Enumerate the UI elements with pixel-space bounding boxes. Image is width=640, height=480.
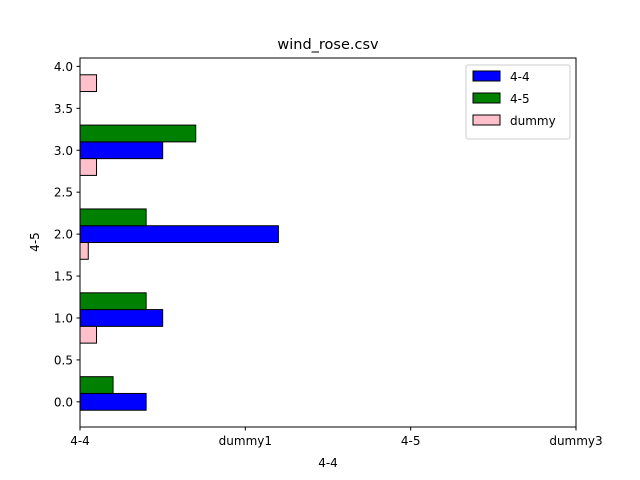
bar-series-0-point-2 — [79, 225, 279, 244]
plot-frame — [79, 57, 577, 428]
bar-series-2-point-0 — [79, 325, 98, 344]
bar-series-1-point-0 — [79, 376, 114, 394]
y-tick-label-5: 2.5 — [54, 186, 73, 200]
bar-series-1-point-1 — [79, 292, 147, 311]
x-tick-label-2: 4-5 — [401, 434, 421, 448]
y-tick-label-6: 3.0 — [54, 144, 73, 158]
x-axis-label: 4-4 — [318, 456, 338, 470]
bar-series-2-point-2 — [79, 158, 98, 176]
y-tick-label-4: 2.0 — [54, 228, 73, 242]
legend-swatch-1 — [472, 92, 501, 104]
bar-series-0-point-0 — [79, 392, 147, 411]
legend: 4-4 4-5 dummy — [465, 64, 571, 140]
legend-label-2: dummy — [510, 114, 556, 128]
y-axis-label: 4-5 — [28, 232, 42, 252]
x-axis-ticks: 4-4 dummy1 4-5 dummy3 — [70, 427, 603, 448]
y-tick-label-7: 3.5 — [54, 102, 73, 116]
x-tick-label-1: dummy1 — [219, 434, 272, 448]
y-tick-label-0: 0.0 — [54, 395, 73, 409]
legend-label-1: 4-5 — [510, 92, 530, 106]
bar-series-2-point-1 — [79, 242, 89, 260]
y-tick-label-1: 0.5 — [54, 353, 73, 367]
legend-swatch-0 — [472, 70, 501, 82]
y-tick-label-8: 4.0 — [54, 60, 73, 74]
bar-series-0-point-3 — [79, 141, 164, 160]
x-tick-label-3: dummy3 — [549, 434, 602, 448]
y-tick-label-3: 1.5 — [54, 270, 73, 284]
x-tick-label-0: 4-4 — [70, 434, 90, 448]
chart-title: wind_rose.csv — [277, 37, 379, 53]
legend-swatch-2 — [472, 114, 501, 126]
bar-series-2-point-3 — [79, 74, 98, 93]
y-axis-ticks: 0.0 0.5 1.0 1.5 2.0 2.5 3.0 3.5 4.0 — [54, 60, 80, 409]
bar-series-0-point-1 — [79, 309, 164, 327]
legend-label-0: 4-4 — [510, 70, 530, 84]
bar-series-1-point-2 — [79, 208, 147, 227]
bar-series-1-point-3 — [79, 124, 197, 143]
y-tick-label-2: 1.0 — [54, 311, 73, 325]
